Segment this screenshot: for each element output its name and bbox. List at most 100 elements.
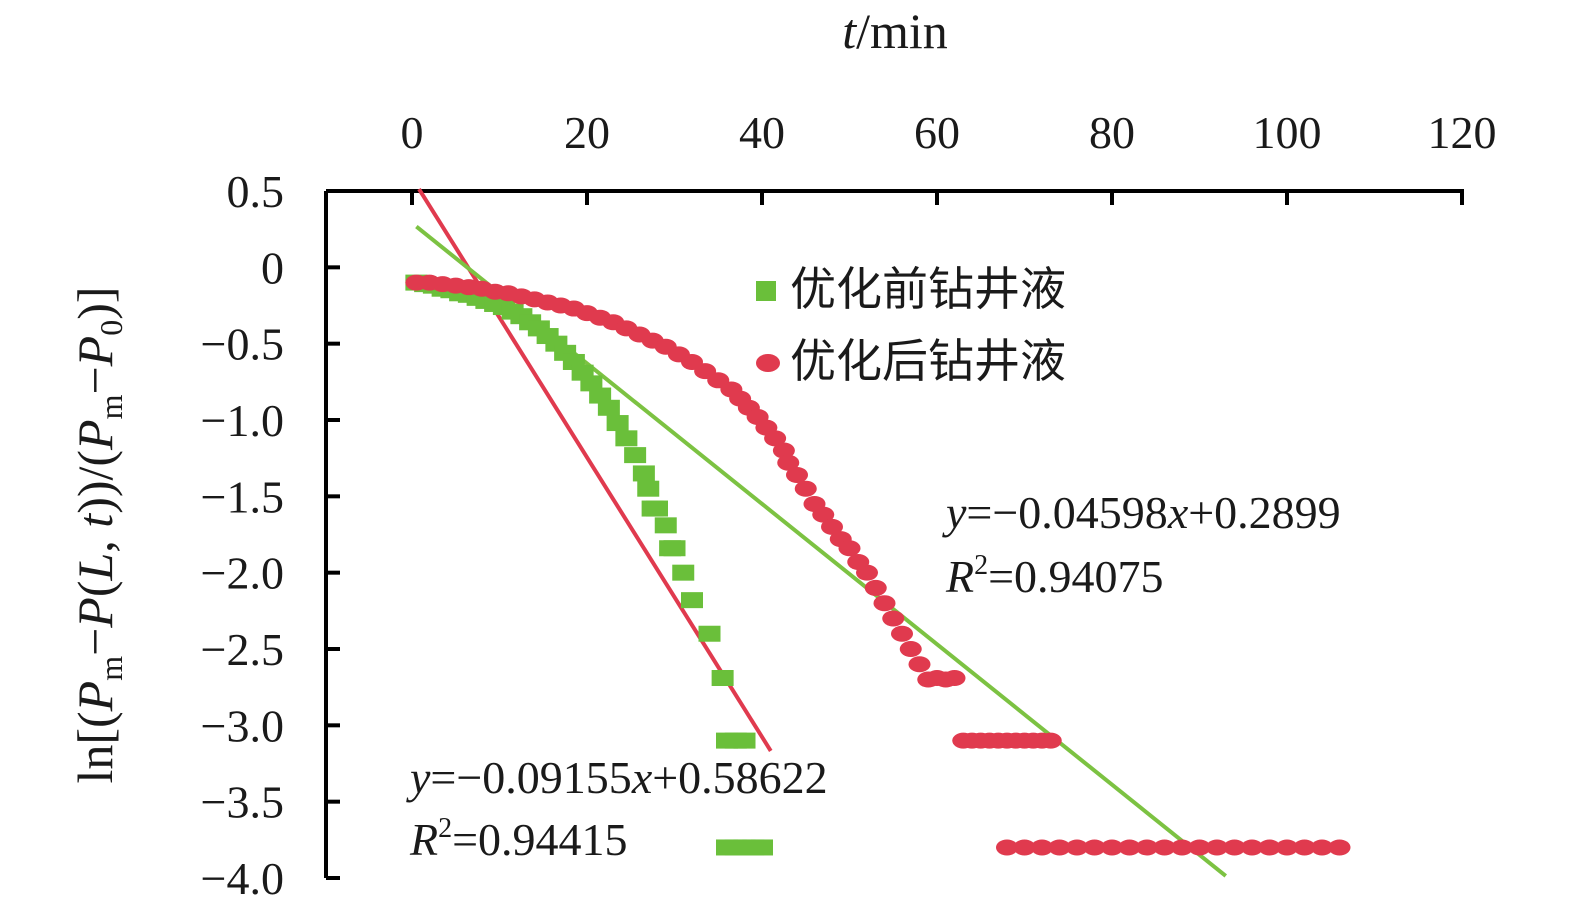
data-point-square xyxy=(646,500,668,517)
data-point-circle xyxy=(821,518,843,535)
data-point-circle xyxy=(777,454,800,471)
y-title-part: − xyxy=(67,366,123,394)
y-title-part: P xyxy=(67,597,123,629)
x-ticks: 0 20 40 60 80 100 120 xyxy=(401,107,1497,205)
data-point-circle xyxy=(794,480,817,497)
data-point-square xyxy=(589,387,612,404)
y-tick-label: 0 xyxy=(261,242,284,293)
y-tick-label: −2.5 xyxy=(201,624,284,675)
data-point-square xyxy=(615,430,638,447)
data-point-square xyxy=(580,375,603,392)
legend-marker-square xyxy=(756,281,776,301)
fit-r2-after: R2=0.94075 xyxy=(945,550,1164,602)
data-point-square xyxy=(624,447,647,464)
y-tick-label: 0.5 xyxy=(227,166,285,217)
data-point-circle xyxy=(1118,839,1141,856)
data-point-square xyxy=(711,670,734,687)
data-point-square xyxy=(663,540,686,557)
data-point-circle xyxy=(1039,732,1062,749)
data-point-circle xyxy=(786,466,808,483)
series-group xyxy=(405,274,1351,856)
eq-part: =−0.09155 xyxy=(430,752,631,803)
data-point-circle xyxy=(764,430,787,447)
data-point-circle xyxy=(1188,839,1211,856)
data-point-circle xyxy=(908,656,931,673)
y-title-part: , xyxy=(67,528,123,553)
fit-equation-after: y=−0.04598x+0.2899 R2=0.94075 xyxy=(942,487,1341,602)
r2-sup: 2 xyxy=(438,813,452,844)
data-point-circle xyxy=(1241,839,1263,856)
series-group xyxy=(716,839,773,856)
data-point-square xyxy=(606,415,629,432)
data-point-circle xyxy=(1136,839,1158,856)
data-point-circle xyxy=(899,641,922,657)
data-point-square xyxy=(672,564,695,581)
y-title-part: )] xyxy=(67,286,123,319)
y-tick-label: −4.0 xyxy=(201,853,284,904)
data-point-circle xyxy=(1031,839,1053,856)
x-tick-label: 0 xyxy=(401,107,424,158)
eq-var: y xyxy=(406,752,431,803)
data-point-circle xyxy=(1258,839,1281,856)
fit-equation-before: y=−0.09155x+0.58622 R2=0.94415 xyxy=(406,752,828,865)
y-title-part: P xyxy=(67,419,123,451)
series-group xyxy=(405,274,756,749)
r2-value: =0.94075 xyxy=(988,551,1163,602)
r2-label: R xyxy=(945,551,974,602)
data-point-circle xyxy=(864,579,887,596)
data-point-circle xyxy=(1083,839,1106,856)
y-tick-label: −1.0 xyxy=(201,395,284,446)
r2-value: =0.94415 xyxy=(452,814,627,865)
data-point-circle xyxy=(882,610,905,627)
y-tick-label: −3.5 xyxy=(201,777,284,828)
data-point-circle xyxy=(996,839,1018,856)
data-point-circle xyxy=(1066,839,1088,856)
legend-label-after: 优化后钻井液 xyxy=(790,336,1066,387)
eq-var: x xyxy=(631,752,653,803)
data-point-square xyxy=(698,625,721,642)
data-point-square xyxy=(637,480,660,497)
r2-label: R xyxy=(409,814,438,865)
data-point-circle xyxy=(1048,839,1071,856)
y-tick-label: −3.0 xyxy=(201,700,284,751)
data-point-square xyxy=(597,399,620,416)
y-title-sub: m xyxy=(93,394,129,419)
x-axis-title: t/min xyxy=(842,3,948,59)
legend-label-before: 优化前钻井液 xyxy=(790,264,1066,315)
y-title-part: t xyxy=(67,513,123,528)
data-point-circle xyxy=(1101,839,1123,856)
y-tick-label: −0.5 xyxy=(201,319,284,370)
eq-var: x xyxy=(1167,487,1189,538)
data-point-circle xyxy=(1153,839,1176,856)
data-point-circle xyxy=(1276,839,1298,856)
y-title-part: L xyxy=(67,553,123,582)
data-point-circle xyxy=(856,564,878,581)
y-axis-title: ln[(Pm−P(L, t))/(Pm−P0)] xyxy=(67,286,129,783)
x-tick-label: 120 xyxy=(1428,107,1497,158)
y-tick-label: −2.0 xyxy=(201,548,284,599)
data-point-circle xyxy=(838,540,861,557)
y-title-part: ))/( xyxy=(67,450,123,514)
data-point-square xyxy=(681,592,703,609)
data-point-square xyxy=(733,732,756,749)
eq-part: =−0.04598 xyxy=(966,487,1167,538)
data-point-square xyxy=(751,839,773,856)
data-point-circle xyxy=(1171,839,1193,856)
data-point-circle xyxy=(812,506,835,523)
data-point-square xyxy=(654,517,677,534)
y-title-part: ln[( xyxy=(67,711,123,783)
x-tick-label: 60 xyxy=(914,107,960,158)
y-title-sub: 0 xyxy=(93,320,129,336)
x-tick-label: 40 xyxy=(739,107,785,158)
data-point-circle xyxy=(1328,839,1351,856)
legend-marker-circle xyxy=(756,354,780,372)
data-point-circle xyxy=(1223,839,1246,856)
y-title-part: P xyxy=(67,336,123,368)
data-point-circle xyxy=(891,625,913,642)
fit-equation-after-line: y=−0.04598x+0.2899 xyxy=(942,487,1341,538)
data-point-circle xyxy=(772,442,795,459)
y-title-part: P xyxy=(67,681,123,713)
y-title-sub: m xyxy=(93,656,129,681)
data-point-circle xyxy=(873,595,896,612)
eq-var: y xyxy=(942,487,967,538)
